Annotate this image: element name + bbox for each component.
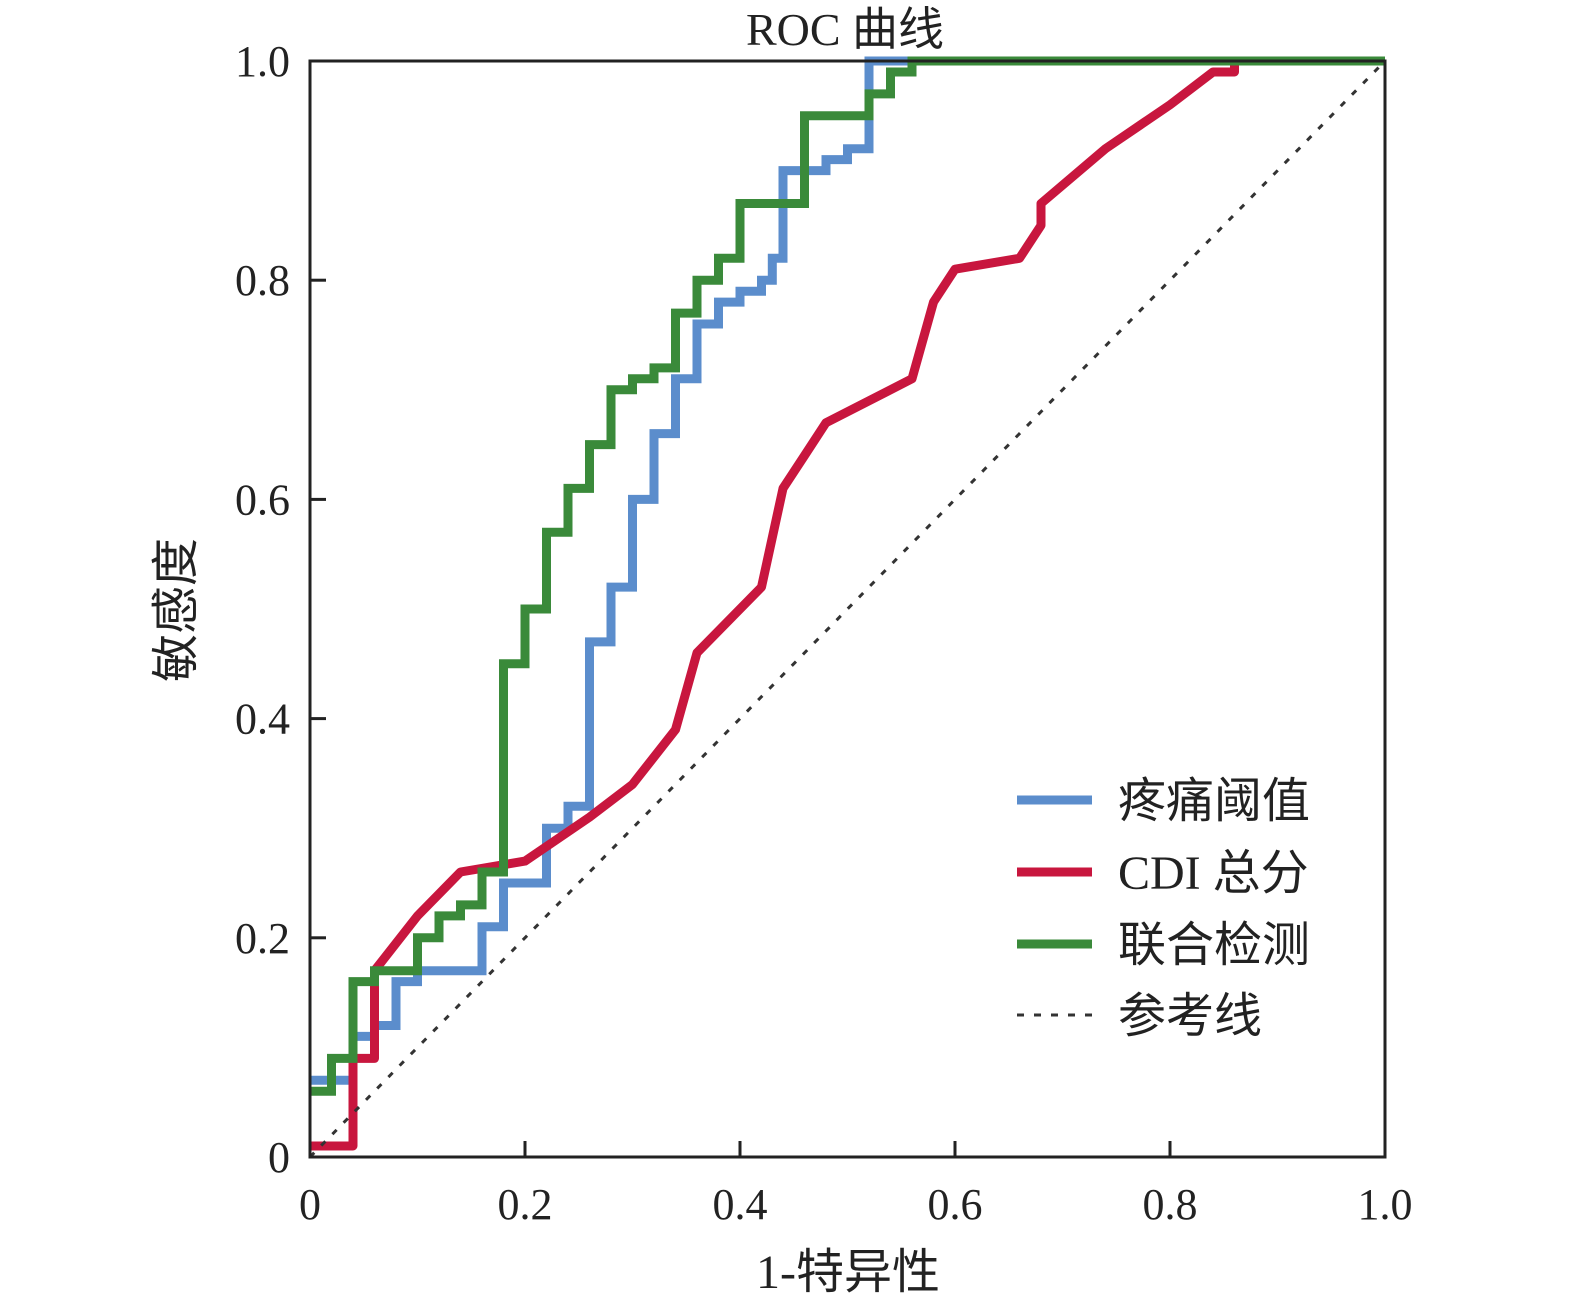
x-tick-label: 0: [299, 1180, 321, 1229]
legend-label: 联合检测: [1118, 919, 1310, 972]
legend-item: CDI 总分: [1017, 847, 1309, 900]
y-tick-label: 0.6: [235, 475, 290, 524]
x-axis-label: 1-特异性: [756, 1246, 940, 1299]
y-tick-label: 1.0: [235, 37, 290, 86]
combined-test-line: [310, 56, 1385, 1096]
legend-item: 联合检测: [1017, 919, 1310, 972]
x-tick-label: 1.0: [1358, 1180, 1413, 1229]
legend-label: 疼痛阈值: [1118, 775, 1310, 828]
x-tick-label: 0.2: [498, 1180, 553, 1229]
legend-label: 参考线: [1118, 990, 1262, 1043]
legend-label: CDI 总分: [1118, 847, 1309, 900]
y-tick-label: 0.2: [235, 914, 290, 963]
y-axis-label: 敏感度: [150, 538, 203, 682]
pain-threshold-line: [310, 56, 1385, 1085]
series-layer: [308, 56, 1387, 1159]
x-tick-label: 0.6: [928, 1180, 983, 1229]
x-tick-label: 0.4: [713, 1180, 768, 1229]
y-tick-label: 0: [268, 1133, 290, 1182]
y-tick-label: 0.4: [235, 695, 290, 744]
chart-title: ROC 曲线: [746, 4, 944, 55]
y-tick-label: 0.8: [235, 256, 290, 305]
legend-item: 疼痛阈值: [1017, 775, 1310, 828]
x-tick-label: 0.8: [1143, 1180, 1198, 1229]
ticks-layer: 0 0.2 0.4 0.6 0.8 1.0 0 0.2 0.4 0.6 0.8 1.0: [235, 37, 1413, 1229]
legend-item: 参考线: [1017, 990, 1262, 1043]
plot-frame: [308, 59, 1387, 1159]
cdi-total-line: [310, 56, 1385, 1151]
